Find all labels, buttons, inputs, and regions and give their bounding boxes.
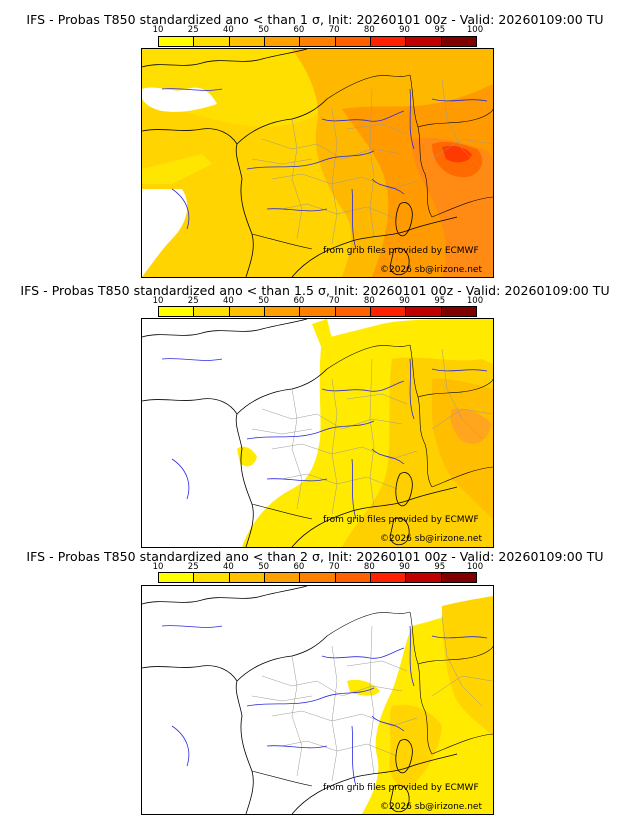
colorbar-tick-label: 100 [466,25,484,35]
colorbar [158,306,477,317]
colorbar-tick-label: 95 [434,25,446,35]
colorbar-tick-label: 95 [434,562,446,572]
colorbar-tick-label: 10 [152,25,164,35]
panel-title: IFS - Probas T850 standardized ano < tha… [26,549,604,564]
colorbar-tick-label: 50 [258,562,270,572]
forecast-panel-2sigma: IFS - Probas T850 standardized ano < tha… [0,549,630,828]
colorbar-tick-label: 70 [328,296,340,306]
colorbar-ticks: 10 25 40 50 60 70 80 90 95 100 [153,25,484,37]
colorbar-segment [406,573,442,582]
panel-title: IFS - Probas T850 standardized ano < tha… [20,283,610,298]
colorbar-segment [441,307,476,316]
colorbar-segment [406,37,442,46]
colorbar-tick-label: 95 [434,296,446,306]
colorbar-segment [441,37,476,46]
colorbar-ticks: 10 25 40 50 60 70 80 90 95 100 [153,296,484,308]
colorbar-segment [335,307,371,316]
colorbar-segment [229,307,265,316]
colorbar-tick-label: 25 [187,296,199,306]
credit-source: from grib files provided by ECMWF [323,783,479,793]
colorbar-segment [194,307,230,316]
colorbar-segment [370,573,407,582]
colorbar-tick-label: 40 [223,25,234,35]
colorbar-segment [370,307,407,316]
colorbar-tick-label: 90 [399,296,410,306]
colorbar-tick-label: 70 [328,25,340,35]
probability-map: from grib files provided by ECMWF ©2026 … [141,318,494,548]
colorbar-tick-label: 100 [466,562,484,572]
probability-map: from grib files provided by ECMWF ©2026 … [141,585,494,815]
colorbar-segment [264,307,301,316]
colorbar-tick-label: 80 [363,296,375,306]
map-canvas [142,49,493,277]
colorbar [158,572,477,583]
colorbar [158,36,477,47]
colorbar-tick-label: 25 [187,25,199,35]
panel-title: IFS - Probas T850 standardized ano < tha… [26,12,604,27]
colorbar-tick-label: 70 [328,562,340,572]
colorbar-tick-label: 50 [258,25,270,35]
colorbar-segment [335,37,371,46]
colorbar-segment [441,573,476,582]
colorbar-tick-label: 40 [223,562,234,572]
credit-copyright: ©2026 sb@irizone.net [380,534,482,544]
colorbar-segment [159,573,195,582]
colorbar-segment [335,573,371,582]
colorbar-segment [159,307,195,316]
colorbar-tick-label: 10 [152,296,164,306]
colorbar-tick-label: 60 [293,25,305,35]
colorbar-segment [300,307,336,316]
colorbar-tick-label: 90 [399,562,410,572]
colorbar-tick-label: 50 [258,296,270,306]
forecast-panel-1sigma: IFS - Probas T850 standardized ano < tha… [0,0,630,278]
colorbar-tick-label: 80 [363,25,375,35]
forecast-panel-1-5sigma: IFS - Probas T850 standardized ano < tha… [0,276,630,552]
credit-copyright: ©2026 sb@irizone.net [380,802,482,812]
colorbar-segment [159,37,195,46]
colorbar-tick-label: 40 [223,296,234,306]
colorbar-tick-label: 100 [466,296,484,306]
colorbar-tick-label: 25 [187,562,199,572]
credit-source: from grib files provided by ECMWF [323,246,479,256]
colorbar-tick-label: 90 [399,25,410,35]
map-canvas [142,586,493,814]
colorbar-segment [264,573,301,582]
colorbar-segment [370,37,407,46]
colorbar-segment [194,573,230,582]
colorbar-tick-label: 60 [293,296,305,306]
map-canvas [142,319,493,547]
colorbar-tick-label: 80 [363,562,375,572]
credit-copyright: ©2026 sb@irizone.net [380,265,482,275]
colorbar-segment [229,37,265,46]
colorbar-segment [194,37,230,46]
colorbar-tick-label: 10 [152,562,164,572]
colorbar-segment [300,37,336,46]
colorbar-segment [300,573,336,582]
probability-map: from grib files provided by ECMWF ©2026 … [141,48,494,278]
colorbar-tick-label: 60 [293,562,305,572]
colorbar-segment [264,37,301,46]
colorbar-ticks: 10 25 40 50 60 70 80 90 95 100 [153,562,484,574]
colorbar-segment [406,307,442,316]
credit-source: from grib files provided by ECMWF [323,515,479,525]
colorbar-segment [229,573,265,582]
